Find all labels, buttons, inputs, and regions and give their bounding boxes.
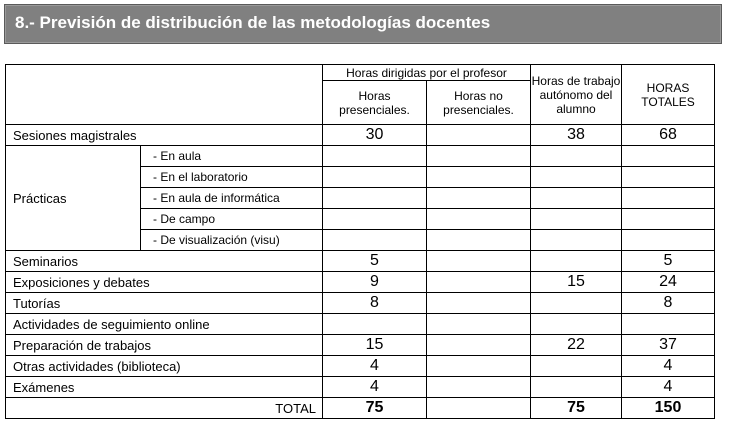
cell-totales: 24 bbox=[621, 271, 715, 293]
cell-presenciales: 9 bbox=[322, 271, 427, 293]
cell-autonomo bbox=[530, 166, 622, 188]
header-row-2: Horas presenciales. Horas no presenciale… bbox=[6, 80, 715, 125]
row-label: Seminarios bbox=[5, 250, 323, 272]
cell-presenciales bbox=[322, 313, 427, 335]
cell-presenciales bbox=[322, 208, 427, 230]
sub-row-label: - De visualización (visu) bbox=[140, 229, 323, 251]
table-row: - En aula de informática bbox=[6, 187, 715, 209]
row-label: Exámenes bbox=[5, 376, 323, 398]
cell-no-presenciales bbox=[426, 271, 531, 293]
cell-presenciales: 15 bbox=[322, 334, 427, 356]
cell-presenciales: 4 bbox=[322, 376, 427, 398]
cell-presenciales bbox=[322, 166, 427, 188]
cell-totales bbox=[621, 187, 715, 209]
total-autonomo: 75 bbox=[530, 397, 622, 419]
table-row: Preparación de trabajos 15 22 37 bbox=[5, 334, 715, 356]
header-autonomo: Horas de trabajo autónomo del alumno bbox=[530, 64, 622, 125]
cell-autonomo: 38 bbox=[530, 124, 622, 146]
cell-no-presenciales bbox=[426, 313, 531, 335]
cell-totales: 68 bbox=[621, 124, 715, 146]
cell-autonomo bbox=[530, 208, 622, 230]
cell-autonomo: 22 bbox=[530, 334, 622, 356]
sub-row-label: - En aula de informática bbox=[140, 187, 323, 209]
cell-no-presenciales bbox=[426, 355, 531, 377]
cell-no-presenciales bbox=[426, 250, 531, 272]
cell-autonomo bbox=[530, 313, 622, 335]
header-presenciales: Horas presenciales. bbox=[322, 80, 427, 125]
header-totales: HORAS TOTALES bbox=[621, 64, 715, 125]
cell-totales: 8 bbox=[621, 292, 715, 314]
cell-autonomo bbox=[530, 145, 622, 167]
cell-autonomo bbox=[530, 292, 622, 314]
section-header: 8.- Previsión de distribución de las met… bbox=[4, 4, 722, 44]
cell-totales bbox=[621, 166, 715, 188]
cell-autonomo bbox=[530, 250, 622, 272]
cell-autonomo bbox=[530, 187, 622, 209]
cell-presenciales: 8 bbox=[322, 292, 427, 314]
sub-row-label: - En aula bbox=[140, 145, 323, 167]
table-row: Exámenes 4 4 bbox=[5, 376, 715, 398]
cell-presenciales bbox=[322, 145, 427, 167]
cell-no-presenciales bbox=[426, 187, 531, 209]
sub-row-label: - De campo bbox=[140, 208, 323, 230]
row-label: Tutorías bbox=[5, 292, 323, 314]
row-label: Sesiones magistrales bbox=[5, 124, 323, 146]
cell-no-presenciales bbox=[426, 145, 531, 167]
table-row: Seminarios 5 5 bbox=[5, 250, 715, 272]
table-row: Exposiciones y debates 9 15 24 bbox=[5, 271, 715, 293]
cell-totales: 4 bbox=[621, 355, 715, 377]
cell-totales: 37 bbox=[621, 334, 715, 356]
cell-no-presenciales bbox=[426, 229, 531, 251]
table-row: Otras actividades (biblioteca) 4 4 bbox=[5, 355, 715, 377]
row-label: Actividades de seguimiento online bbox=[5, 313, 323, 335]
cell-presenciales bbox=[322, 187, 427, 209]
cell-totales bbox=[621, 208, 715, 230]
section-title: 8.- Previsión de distribución de las met… bbox=[15, 13, 491, 32]
cell-presenciales: 30 bbox=[322, 124, 427, 146]
row-label: Exposiciones y debates bbox=[5, 271, 323, 293]
row-label: Preparación de trabajos bbox=[5, 334, 323, 356]
cell-totales bbox=[621, 145, 715, 167]
header-row-1: Horas dirigidas por el profesor Horas de… bbox=[5, 64, 715, 125]
total-label: TOTAL bbox=[5, 397, 323, 419]
cell-presenciales bbox=[322, 229, 427, 251]
total-row: TOTAL 75 75 150 bbox=[5, 397, 715, 419]
header-no-presenciales: Horas no presenciales. bbox=[426, 80, 531, 125]
cell-no-presenciales bbox=[426, 334, 531, 356]
row-label: Prácticas bbox=[5, 145, 141, 251]
total-no-presenciales bbox=[426, 397, 531, 419]
table-row: Tutorías 8 8 bbox=[5, 292, 715, 314]
table-row: Actividades de seguimiento online bbox=[5, 313, 715, 335]
total-totales: 150 bbox=[621, 397, 715, 419]
cell-autonomo: 15 bbox=[530, 271, 622, 293]
table-row: Sesiones magistrales 30 38 68 bbox=[5, 124, 715, 146]
cell-totales: 4 bbox=[621, 376, 715, 398]
cell-no-presenciales bbox=[426, 292, 531, 314]
header-group: Horas dirigidas por el profesor bbox=[322, 64, 531, 81]
cell-totales: 5 bbox=[621, 250, 715, 272]
table-row: - En el laboratorio bbox=[6, 166, 715, 188]
cell-presenciales: 5 bbox=[322, 250, 427, 272]
sub-row-label: - En el laboratorio bbox=[140, 166, 323, 188]
table-row: Prácticas - En aula bbox=[5, 145, 715, 251]
cell-presenciales: 4 bbox=[322, 355, 427, 377]
cell-no-presenciales bbox=[426, 376, 531, 398]
cell-autonomo bbox=[530, 355, 622, 377]
methodology-table: Horas dirigidas por el profesor Horas de… bbox=[5, 64, 715, 419]
row-label: Otras actividades (biblioteca) bbox=[5, 355, 323, 377]
cell-no-presenciales bbox=[426, 208, 531, 230]
cell-autonomo bbox=[530, 376, 622, 398]
cell-no-presenciales bbox=[426, 124, 531, 146]
cell-no-presenciales bbox=[426, 166, 531, 188]
header-blank bbox=[5, 64, 323, 125]
cell-totales bbox=[621, 313, 715, 335]
cell-autonomo bbox=[530, 229, 622, 251]
cell-totales bbox=[621, 229, 715, 251]
total-presenciales: 75 bbox=[322, 397, 427, 419]
